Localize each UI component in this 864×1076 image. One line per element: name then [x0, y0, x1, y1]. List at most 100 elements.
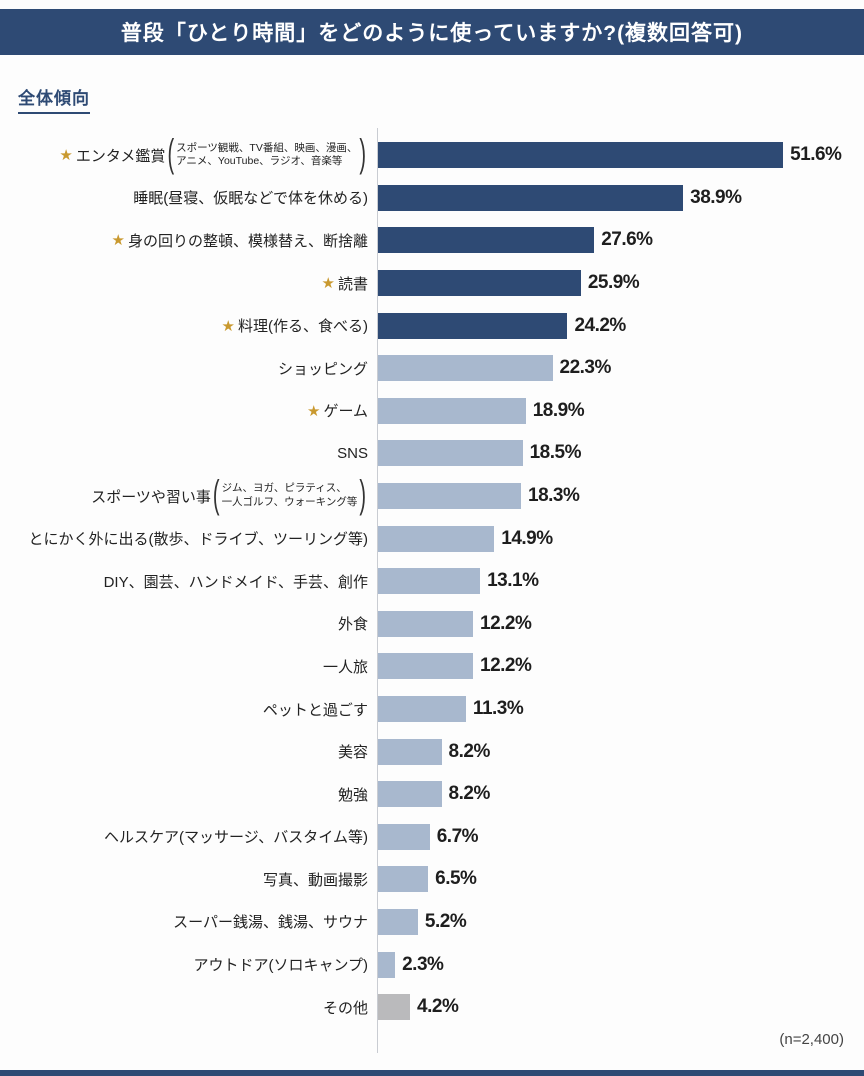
star-icon: ★	[321, 275, 335, 293]
bar-value: 4.2%	[417, 996, 459, 1018]
row-label-text: 写真、動画撮影	[262, 871, 368, 889]
bar	[377, 610, 473, 637]
sample-size-note: (n=2,400)	[779, 1031, 844, 1048]
row-label: アウトドア(ソロキャンプ)	[0, 954, 377, 975]
chart-row: 睡眠(昼寝、仮眠などで体を休める) 38.9%	[0, 177, 864, 220]
bar-value: 6.5%	[435, 868, 477, 890]
bar-value: 38.9%	[690, 186, 742, 208]
chart-row: 写真、動画撮影 6.5%	[0, 858, 864, 901]
row-label-text: スポーツや習い事	[91, 488, 211, 506]
open-paren: (	[212, 474, 220, 518]
bar-cell: 2.3%	[377, 951, 864, 978]
row-label: スポーツや習い事(ジム、ヨガ、ピラティス、 一人ゴルフ、ウォーキング等)	[0, 477, 377, 516]
row-label: ★ エンタメ鑑賞(スポーツ観戦、TV番組、映画、漫画、 アニメ、YouTube、ラジ…	[0, 136, 377, 175]
bar-value: 2.3%	[402, 953, 444, 975]
bar-value: 14.9%	[501, 527, 553, 549]
chart-row: ★ 身の回りの整頓、模様替え、断捨離 27.6%	[0, 219, 864, 262]
bar	[377, 866, 429, 893]
chart-row: ★ ゲーム 18.9%	[0, 390, 864, 433]
bar	[377, 653, 473, 680]
bar-chart: ★ エンタメ鑑賞(スポーツ観戦、TV番組、映画、漫画、 アニメ、YouTube、ラジ…	[0, 128, 864, 1053]
row-label-text: ショッピング	[277, 360, 368, 378]
bar	[377, 227, 595, 254]
row-label-text: SNS	[337, 444, 368, 462]
bar-cell: 12.2%	[377, 610, 864, 637]
row-label: ★ 料理(作る、食べる)	[0, 315, 377, 336]
chart-row: とにかく外に出る(散歩、ドライブ、ツーリング等) 14.9%	[0, 517, 864, 560]
chart-row: スーパー銭湯、銭湯、サウナ 5.2%	[0, 901, 864, 944]
chart-row: スポーツや習い事(ジム、ヨガ、ピラティス、 一人ゴルフ、ウォーキング等) 18.3%	[0, 475, 864, 518]
bar-value: 11.3%	[472, 698, 524, 720]
bar-cell: 18.3%	[377, 483, 864, 510]
row-label: その他	[0, 997, 377, 1018]
row-label: 写真、動画撮影	[0, 869, 377, 890]
chart-row: 一人旅 12.2%	[0, 645, 864, 688]
bar	[377, 184, 684, 211]
title-banner: 普段「ひとり時間」をどのように使っていますか?(複数回答可)	[0, 9, 864, 55]
row-label: 一人旅	[0, 656, 377, 677]
bar	[377, 483, 522, 510]
bar-cell: 13.1%	[377, 568, 864, 595]
chart-row: ヘルスケア(マッサージ、バスタイム等) 6.7%	[0, 816, 864, 859]
bar-value: 18.3%	[528, 485, 580, 507]
bar-value: 12.2%	[480, 612, 532, 634]
bar	[377, 823, 430, 850]
bar	[377, 312, 568, 339]
bar	[377, 908, 418, 935]
section-label: 全体傾向	[18, 84, 90, 114]
chart-row: 勉強 8.2%	[0, 773, 864, 816]
bar-value: 51.6%	[790, 144, 842, 166]
chart-row: ★ 料理(作る、食べる) 24.2%	[0, 304, 864, 347]
row-label: 勉強	[0, 784, 377, 805]
bar-value: 5.2%	[424, 910, 467, 932]
row-label: ペットと過ごす	[0, 699, 377, 720]
chart-row: 美容 8.2%	[0, 730, 864, 773]
row-label-text: DIY、園芸、ハンドメイド、手芸、創作	[103, 573, 368, 591]
chart-row: ★ 読書 25.9%	[0, 262, 864, 305]
row-label: 睡眠(昼寝、仮眠などで体を休める)	[0, 187, 377, 208]
chart-rows: ★ エンタメ鑑賞(スポーツ観戦、TV番組、映画、漫画、 アニメ、YouTube、ラジ…	[0, 134, 864, 1028]
bar	[377, 355, 553, 382]
chart-row: ペットと過ごす 11.3%	[0, 688, 864, 731]
axis-line	[377, 128, 378, 1053]
footer-strip	[0, 1070, 864, 1076]
row-label-text: 読書	[337, 275, 368, 293]
chart-row: ショッピング 22.3%	[0, 347, 864, 390]
bar-cell: 14.9%	[377, 525, 864, 552]
bar-value: 25.9%	[587, 272, 640, 294]
star-icon: ★	[111, 232, 125, 250]
bar-cell: 11.3%	[377, 696, 864, 723]
row-label-text: 料理(作る、食べる)	[238, 318, 368, 336]
chart-row: ★ エンタメ鑑賞(スポーツ観戦、TV番組、映画、漫画、 アニメ、YouTube、ラジ…	[0, 134, 864, 177]
row-label-text: その他	[322, 999, 368, 1017]
row-label-text: 外食	[337, 616, 368, 634]
bar	[377, 738, 442, 765]
bar-value: 27.6%	[601, 229, 653, 251]
row-label: SNS	[0, 445, 377, 462]
bar-cell: 12.2%	[377, 653, 864, 680]
bar-cell: 6.7%	[377, 823, 864, 850]
chart-row: アウトドア(ソロキャンプ) 2.3%	[0, 943, 864, 986]
row-label: ★ 読書	[0, 273, 377, 294]
bar	[377, 270, 581, 297]
close-paren: )	[359, 133, 366, 177]
bar-value: 13.1%	[487, 570, 539, 592]
row-label-text: エンタメ鑑賞	[75, 147, 166, 165]
row-label-text: ゲーム	[323, 403, 368, 421]
bar-cell: 38.9%	[377, 184, 864, 211]
bar	[377, 525, 495, 552]
bar	[377, 397, 526, 424]
bar-value: 22.3%	[559, 357, 612, 379]
bar-cell: 8.2%	[377, 781, 864, 808]
chart-row: DIY、園芸、ハンドメイド、手芸、創作 13.1%	[0, 560, 864, 603]
bar-value: 6.7%	[436, 825, 479, 847]
row-label: ショッピング	[0, 358, 377, 379]
row-label-text: 身の回りの整頓、模様替え、断捨離	[127, 232, 368, 250]
bar	[377, 440, 523, 467]
bar-cell: 8.2%	[377, 738, 864, 765]
bar-value: 12.2%	[480, 655, 532, 677]
open-paren: (	[167, 133, 175, 177]
bar-cell: 6.5%	[377, 866, 864, 893]
row-label: ヘルスケア(マッサージ、バスタイム等)	[0, 826, 377, 847]
